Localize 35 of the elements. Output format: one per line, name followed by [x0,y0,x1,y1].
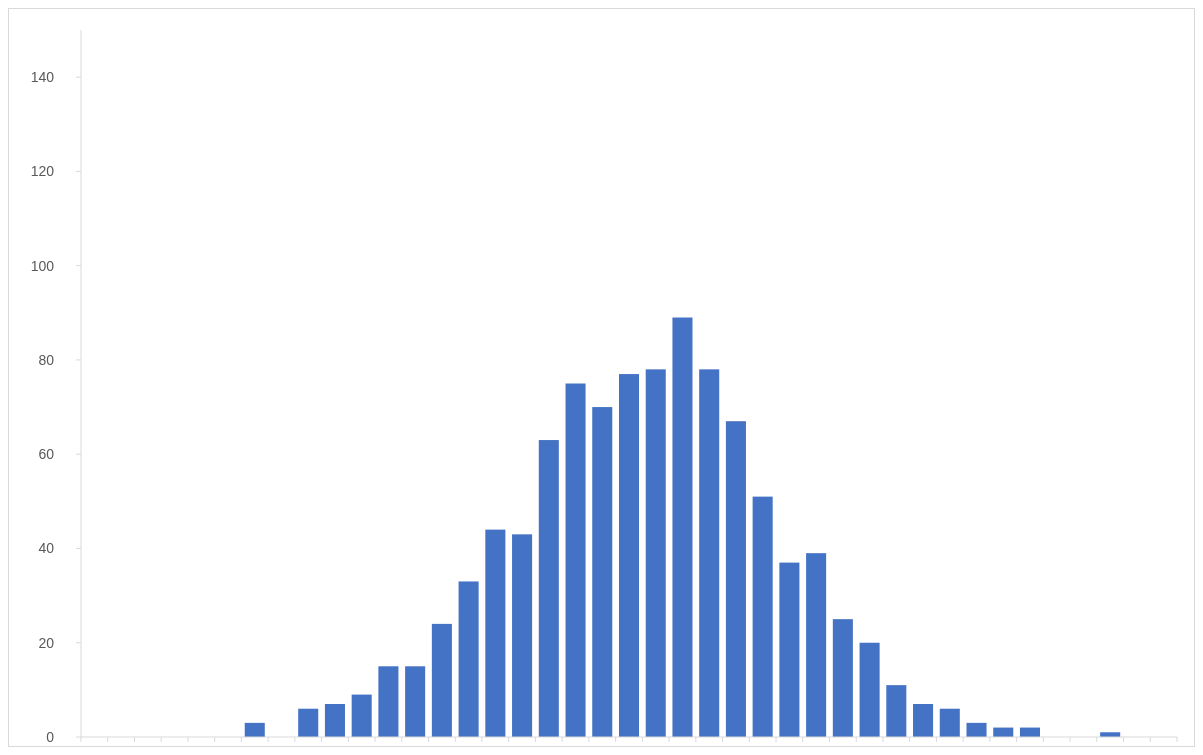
bar [618,374,640,737]
bar [244,722,265,737]
bar [298,708,319,737]
bar [913,704,934,737]
bar [966,722,987,737]
bar [405,666,426,737]
bar [886,685,907,737]
bar [538,440,559,737]
y-tick-label: 60 [38,446,55,463]
y-tick-label: 20 [38,634,55,651]
bar [779,562,800,737]
bar [806,553,827,737]
bar [324,704,345,737]
y-tick-label: 120 [30,163,55,180]
bar [672,317,693,737]
bar [431,623,452,737]
bar [859,642,880,737]
y-tick-label: 0 [46,728,55,745]
bar [752,496,773,737]
bar [939,708,960,737]
bar [725,421,746,737]
bar [832,619,853,737]
bar [699,369,720,737]
bar [592,407,613,737]
bar [351,694,372,737]
bar [485,529,506,737]
bar [378,666,399,737]
y-tick-label: 100 [30,257,55,274]
bar [512,534,533,737]
bar [565,383,586,737]
y-tick-label: 80 [38,351,55,368]
y-tick-label: 140 [30,69,55,86]
bar [645,369,666,737]
bar [458,581,479,737]
y-tick-label: 40 [38,540,55,557]
